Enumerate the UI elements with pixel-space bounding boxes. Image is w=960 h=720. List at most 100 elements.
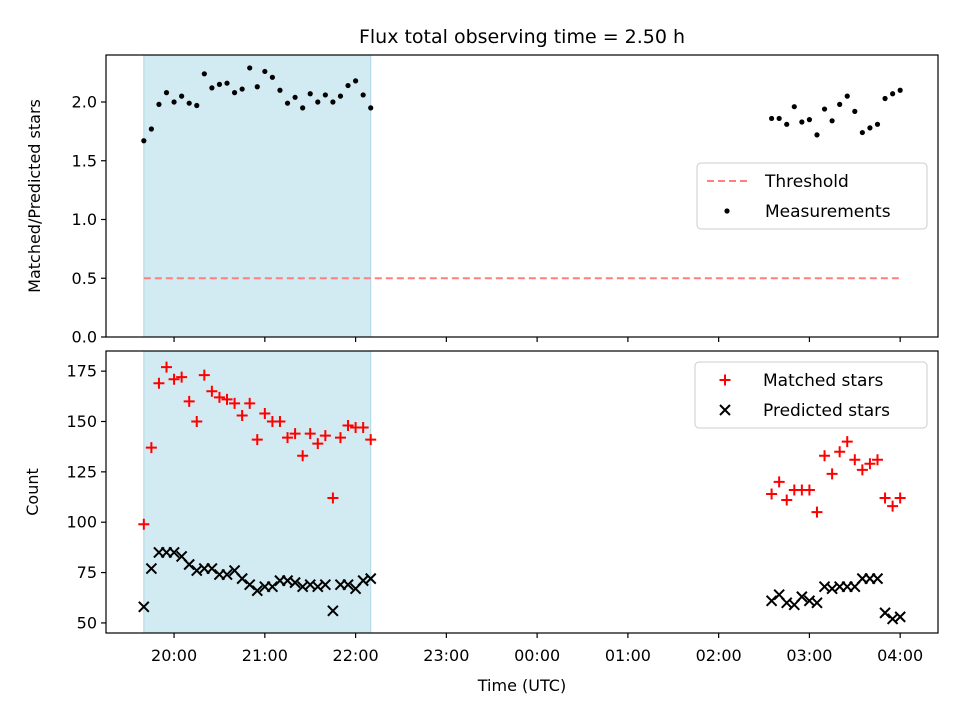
legend-label: Measurements xyxy=(765,202,891,222)
data-point xyxy=(773,476,785,488)
y-axis-label: Matched/Predicted stars xyxy=(25,99,44,293)
data-point xyxy=(236,409,248,421)
data-point xyxy=(138,518,150,530)
data-point xyxy=(221,393,233,405)
data-point xyxy=(357,422,369,434)
data-point xyxy=(781,494,793,506)
y-tick-label: 50 xyxy=(77,613,97,632)
data-point xyxy=(784,121,790,127)
data-point xyxy=(191,416,203,427)
data-point xyxy=(216,81,223,87)
data-point xyxy=(148,126,154,132)
data-point xyxy=(247,65,253,71)
data-point xyxy=(776,115,782,122)
data-point xyxy=(201,71,207,77)
x-axis-label: Time (UTC) xyxy=(477,676,566,695)
y-axis-label: Count xyxy=(23,468,42,516)
data-point xyxy=(811,597,823,609)
data-point xyxy=(183,395,195,407)
legend-handle xyxy=(719,404,731,416)
data-point xyxy=(879,607,891,619)
data-point xyxy=(168,373,180,385)
x-tick-label: 02:00 xyxy=(696,646,742,665)
data-point xyxy=(818,580,831,593)
data-point xyxy=(886,613,899,625)
data-point xyxy=(826,582,838,595)
data-point xyxy=(198,369,210,381)
data-point xyxy=(879,492,891,504)
x-tick-label: 00:00 xyxy=(514,646,560,665)
data-point xyxy=(229,397,241,409)
y-tick-label: 0.5 xyxy=(72,269,97,288)
legend-handle xyxy=(719,374,731,386)
legend-label: Predicted stars xyxy=(763,401,890,421)
data-point xyxy=(231,90,238,96)
data-point xyxy=(844,93,850,99)
data-point xyxy=(274,416,286,427)
data-point xyxy=(145,442,157,454)
data-point xyxy=(852,108,858,114)
data-point xyxy=(163,90,170,96)
data-point xyxy=(168,546,180,559)
data-point xyxy=(277,87,283,93)
y-tick-label: 1.0 xyxy=(72,210,97,229)
data-point xyxy=(224,80,230,86)
data-point xyxy=(315,99,321,105)
data-point xyxy=(297,450,309,462)
y-tick-label: 1.5 xyxy=(72,151,97,170)
data-point xyxy=(244,578,256,591)
data-point xyxy=(161,361,173,373)
data-point xyxy=(141,138,147,144)
data-point xyxy=(867,125,873,131)
x-tick-label: 04:00 xyxy=(877,646,923,665)
data-point xyxy=(864,458,876,470)
data-point xyxy=(262,68,268,75)
data-point xyxy=(856,464,868,476)
data-point xyxy=(897,87,903,93)
data-point xyxy=(819,450,831,462)
data-point xyxy=(153,377,165,389)
x-tick-label: 22:00 xyxy=(333,646,379,665)
legend: Threshold Measurements xyxy=(696,162,928,230)
data-point xyxy=(239,86,245,92)
data-point xyxy=(213,391,225,403)
data-point xyxy=(337,93,344,99)
data-point xyxy=(871,454,883,466)
data-point xyxy=(319,430,331,442)
x-tick-label: 20:00 xyxy=(151,646,197,665)
y-tick-label: 0.0 xyxy=(72,328,97,347)
data-point xyxy=(186,100,192,106)
data-point xyxy=(821,106,828,112)
data-point xyxy=(292,94,298,100)
data-point xyxy=(138,601,150,613)
y-tick-label: 75 xyxy=(77,563,97,582)
axes-frame xyxy=(105,54,939,338)
data-point xyxy=(221,568,233,581)
data-point xyxy=(171,99,177,105)
data-point xyxy=(304,428,316,440)
y-tick-label: 2.0 xyxy=(72,93,97,112)
data-point xyxy=(806,117,813,123)
legend-handle xyxy=(724,208,730,214)
data-point xyxy=(829,118,835,124)
y-tick-label: 100 xyxy=(66,513,97,532)
data-point xyxy=(322,92,328,98)
chart-title: Flux total observing time = 2.50 h xyxy=(359,26,685,48)
data-point xyxy=(342,578,354,591)
data-point xyxy=(254,84,260,90)
series-matched-stars xyxy=(138,361,906,530)
data-point xyxy=(765,595,778,607)
data-point xyxy=(365,572,377,585)
data-point xyxy=(330,99,336,105)
data-point xyxy=(289,576,301,589)
data-point xyxy=(145,562,158,575)
legend: Matched stars Predicted stars xyxy=(694,361,928,429)
data-point xyxy=(183,558,195,571)
data-point xyxy=(834,446,846,458)
data-point xyxy=(342,420,354,432)
data-point xyxy=(236,572,248,585)
x-tick-label: 23:00 xyxy=(423,646,469,665)
data-point xyxy=(874,121,881,127)
data-point xyxy=(837,101,843,107)
